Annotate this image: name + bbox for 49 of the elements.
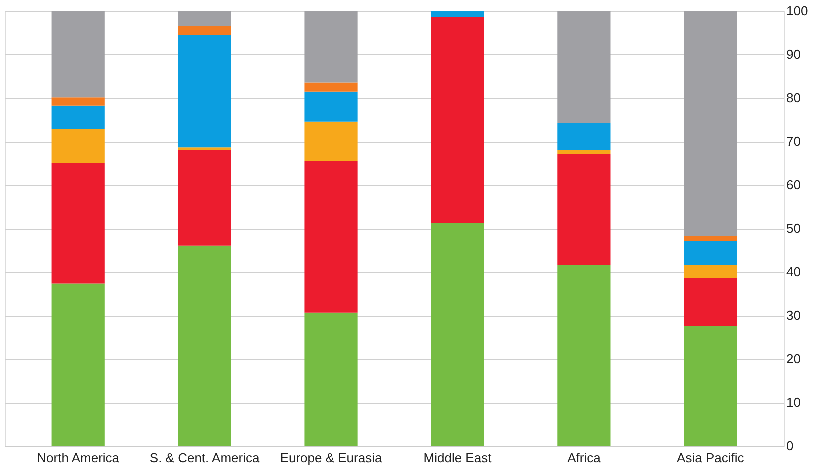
- bar: [684, 278, 738, 326]
- bar: [431, 17, 484, 224]
- bar: [304, 162, 358, 313]
- y-tick-label: 80: [786, 90, 801, 106]
- bar: [52, 98, 105, 106]
- y-tick-label: 70: [786, 134, 801, 149]
- x-tick-label: North America: [37, 450, 120, 466]
- bar: [304, 11, 358, 83]
- y-tick-label: 30: [786, 308, 801, 323]
- bar: [304, 82, 358, 92]
- bar: [178, 35, 232, 148]
- x-tick-label: Africa: [568, 450, 602, 466]
- y-tick-label: 20: [786, 352, 801, 366]
- bar: [558, 265, 611, 446]
- bar: [178, 26, 232, 36]
- bar: [558, 154, 611, 266]
- y-tick-label: 0: [786, 438, 794, 454]
- x-tick-label: Europe & Eurasia: [280, 450, 383, 466]
- bar: [178, 11, 232, 26]
- bar: [304, 312, 358, 446]
- x-tick-label: S. & Cent. America: [150, 450, 260, 466]
- bar: [178, 150, 232, 246]
- bar: [684, 236, 738, 242]
- bar: [431, 11, 484, 18]
- bar: [684, 11, 738, 236]
- bar: [684, 326, 738, 446]
- bar: [304, 92, 358, 122]
- bar: [178, 148, 232, 150]
- x-tick-label: Middle East: [424, 450, 492, 466]
- x-tick-label: Asia Pacific: [677, 450, 745, 466]
- bar: [52, 284, 105, 446]
- bar: [52, 129, 105, 164]
- y-tick-label: 10: [786, 395, 801, 410]
- bar: [684, 241, 738, 266]
- bar: [52, 11, 105, 98]
- bar: [304, 122, 358, 162]
- y-tick-label: 50: [786, 221, 801, 236]
- bar: [684, 265, 738, 278]
- y-tick-label: 60: [786, 178, 801, 192]
- y-tick-label: 40: [786, 264, 801, 280]
- bar: [52, 163, 105, 284]
- bar: [558, 123, 611, 150]
- bar: [558, 11, 611, 124]
- bar: [52, 106, 105, 130]
- bar: [558, 150, 611, 154]
- y-tick-label: 90: [786, 47, 801, 62]
- bar: [431, 223, 484, 446]
- y-tick-label: 100: [786, 4, 808, 18]
- bar: [178, 246, 232, 446]
